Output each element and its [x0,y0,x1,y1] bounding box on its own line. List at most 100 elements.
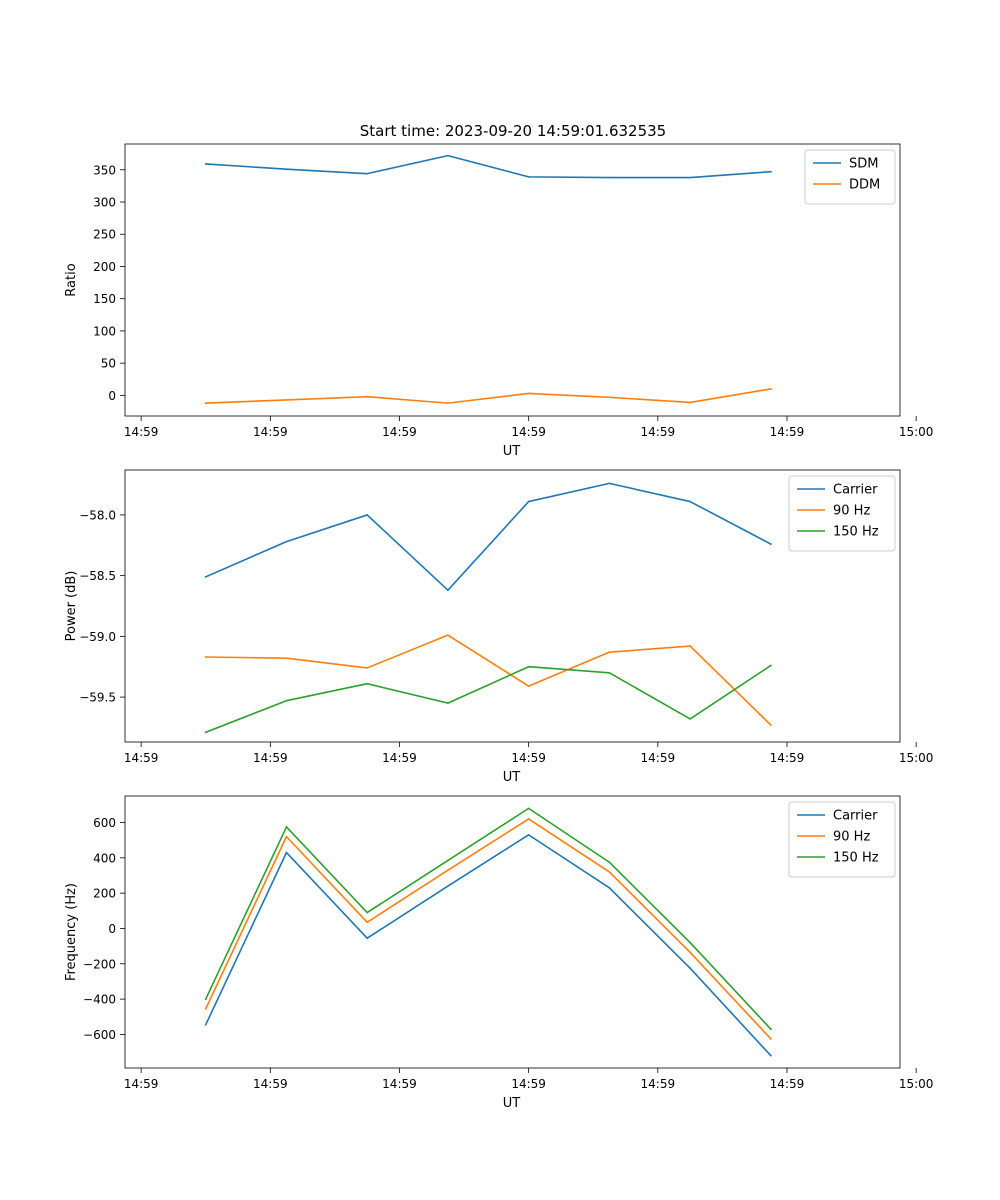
x-tick-label: 15:00 [899,1077,934,1091]
data-point-150-hz [285,699,288,702]
data-point-90-hz [770,724,772,726]
plot-area-frame [124,143,901,417]
data-point-sdm [689,176,691,179]
x-axis-label: UT [503,770,521,785]
y-tick-label: 350 [93,163,116,177]
data-point-150-hz [608,861,611,864]
legend-label: Carrier [833,809,878,824]
data-point-sdm [447,154,449,157]
data-point-ddm [204,402,207,404]
data-point-ddm [285,399,288,401]
x-axis-label: UT [503,1096,521,1111]
data-point-90-hz [285,657,288,660]
series-line-sdm [204,154,772,179]
data-point-90-hz [447,634,449,636]
series-line-carrier [204,834,772,1057]
legend-label: 150 Hz [833,851,879,866]
y-tick-label: 150 [93,292,116,306]
y-tick-label: 250 [93,228,116,242]
data-point-sdm [770,170,772,173]
y-tick-label: 100 [93,324,116,338]
chart-panel-3: 14:59 14:59 14:59 14:59 14:59 14:59 15:00 −600 −… [64,795,934,1111]
y-tick-label: −600 [83,1028,116,1042]
data-point-90-hz [608,871,611,873]
data-point-150-hz [527,665,530,668]
y-tick-label: 600 [93,816,116,830]
data-point-90-hz [527,685,530,687]
x-tick-label: 14:59 [770,425,805,439]
data-point-150-hz [204,731,207,734]
data-point-carrier [527,500,530,503]
series-line-150-hz [204,807,772,1031]
y-axis-label: Ratio [64,263,79,296]
x-tick-label: 15:00 [899,751,934,765]
data-point-carrier [770,1054,772,1057]
y-tick-label: 300 [93,196,116,210]
x-tick-label: 14:59 [382,425,417,439]
data-point-90-hz [366,921,368,924]
data-point-90-hz [689,951,691,954]
series-line-90-hz [204,634,772,727]
data-point-150-hz [366,911,368,914]
legend-label: 150 Hz [833,525,879,540]
legend: Carrier 90 Hz 150 Hz [788,801,896,878]
legend-label: Carrier [833,483,878,498]
data-point-ddm [608,396,611,399]
data-point-sdm [366,172,368,175]
data-point-carrier [770,543,772,545]
data-point-carrier [447,589,449,592]
data-point-90-hz [285,835,288,838]
x-tick-label: 14:59 [253,1077,288,1091]
data-point-sdm [285,168,288,170]
y-tick-label: 400 [93,851,116,865]
data-point-90-hz [366,667,368,669]
data-point-150-hz [689,941,691,944]
x-tick-label: 14:59 [124,1077,159,1091]
y-tick-label: −58.5 [79,569,116,583]
plot-area-frame [124,469,901,743]
y-axis-label: Power (dB) [64,571,79,642]
x-tick-label: 14:59 [641,1077,676,1091]
y-tick-label: 50 [101,357,116,371]
x-tick-label: 14:59 [511,751,546,765]
data-point-150-hz [770,1028,772,1030]
x-tick-label: 14:59 [641,425,676,439]
data-point-ddm [689,401,691,404]
data-point-sdm [608,176,611,179]
series-line-90-hz [204,818,772,1040]
y-tick-label: −59.0 [79,630,116,644]
data-point-150-hz [447,702,449,704]
x-axis-label: UT [503,444,521,459]
plot-area-frame [124,795,901,1069]
legend-label: DDM [849,178,880,193]
data-point-90-hz [204,656,207,658]
chart-panel-2: 14:59 14:59 14:59 14:59 14:59 14:59 15:00 −59.5… [64,469,934,785]
data-point-carrier [608,887,611,889]
x-tick-label: 14:59 [124,425,159,439]
y-axis-label: Frequency (Hz) [64,883,79,981]
data-point-ddm [366,395,368,398]
x-tick-label: 14:59 [253,425,288,439]
data-point-90-hz [689,645,691,647]
y-tick-label: 0 [108,922,116,936]
y-tick-label: 0 [108,389,116,403]
data-point-90-hz [447,869,449,871]
data-point-carrier [285,540,288,543]
y-tick-label: −400 [83,993,116,1007]
data-point-150-hz [689,718,691,720]
data-point-150-hz [204,998,207,1000]
data-point-ddm [447,402,449,404]
y-tick-label: −58.0 [79,508,116,522]
data-point-carrier [204,576,207,578]
x-tick-label: 14:59 [253,751,288,765]
series-line-ddm [204,388,772,404]
legend-label: SDM [849,157,878,172]
x-tick-label: 14:59 [511,425,546,439]
legend-label: 90 Hz [833,504,870,519]
data-point-150-hz [447,859,449,862]
data-point-90-hz [608,651,611,653]
data-point-150-hz [608,671,611,674]
data-point-ddm [770,388,772,390]
data-point-carrier [608,482,611,485]
